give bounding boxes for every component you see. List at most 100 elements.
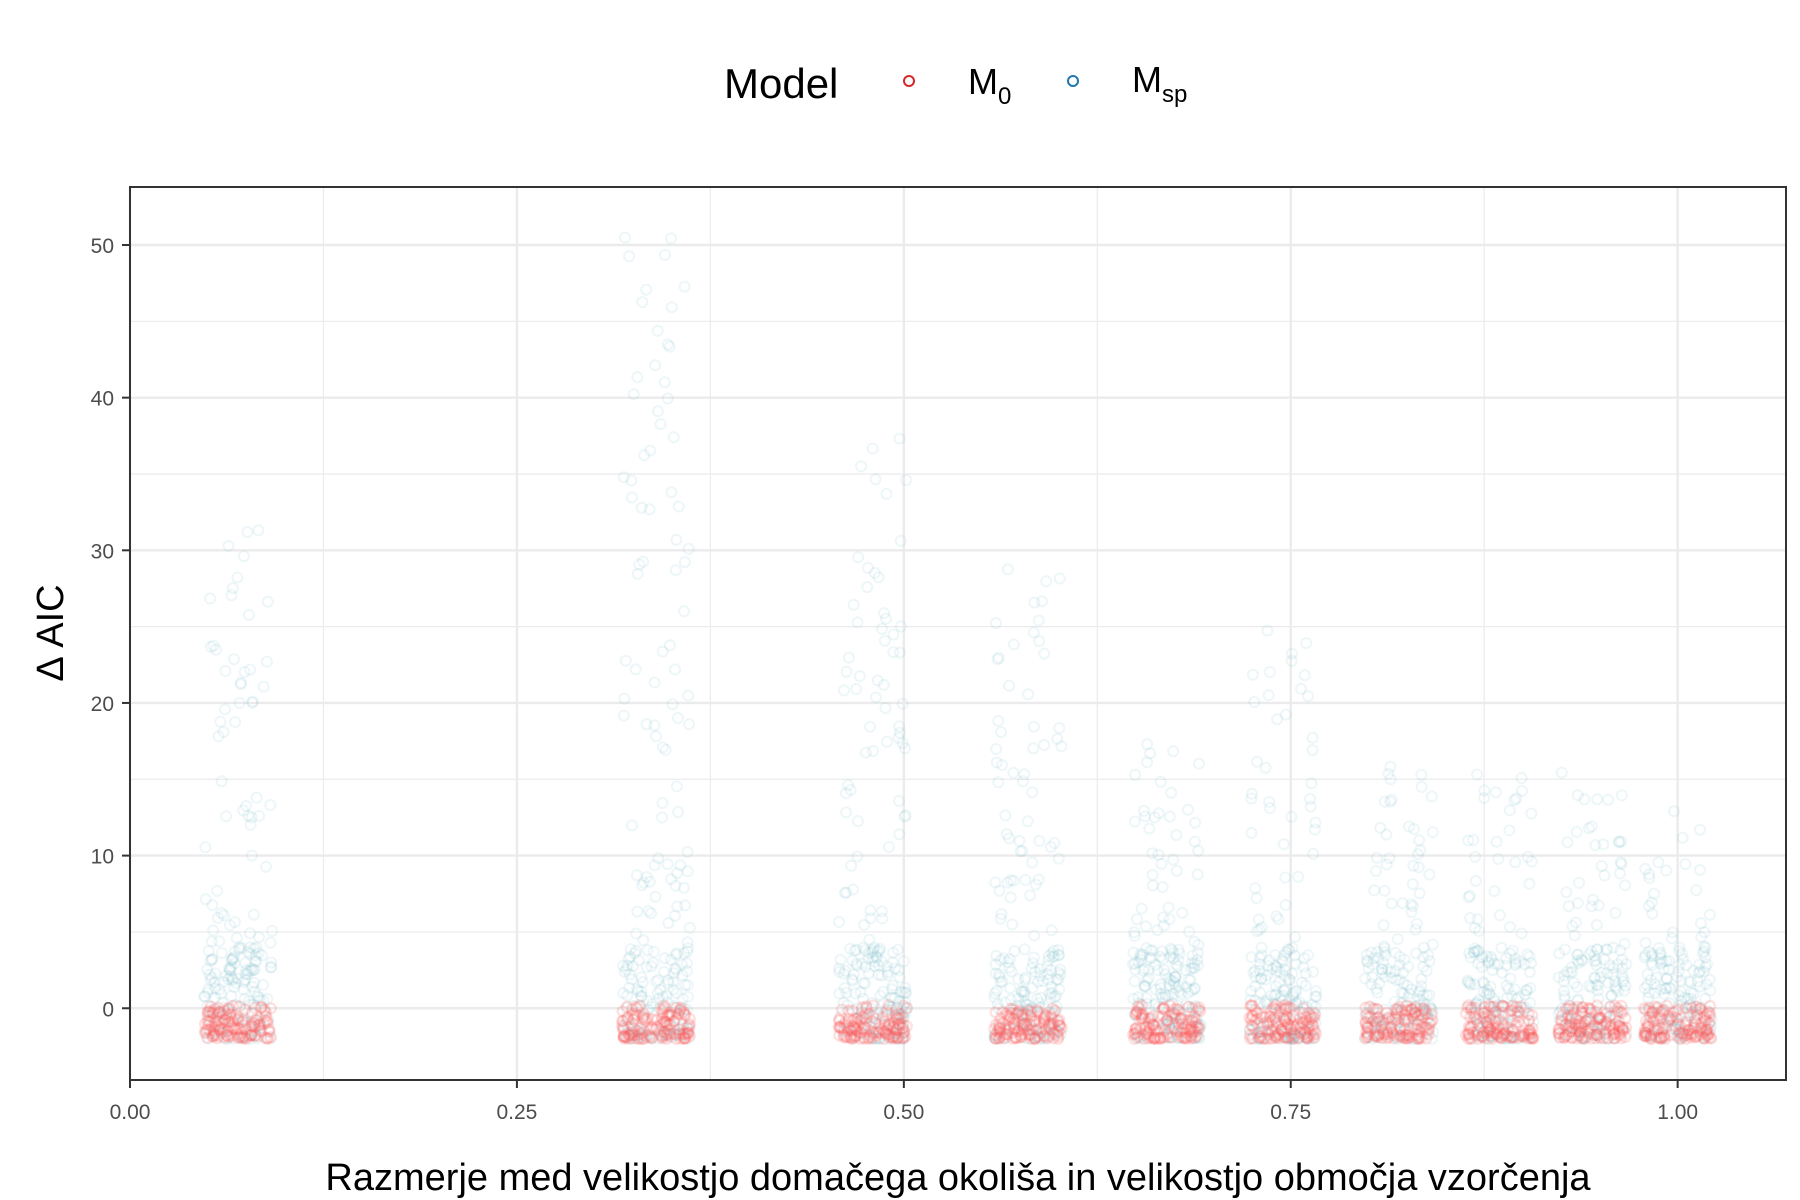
point-msp [897, 955, 910, 968]
point-m0 [625, 1026, 639, 1040]
point-msp [1594, 1032, 1607, 1045]
point-msp [1602, 976, 1615, 989]
point-msp [1423, 955, 1436, 968]
point-m0 [220, 1028, 234, 1041]
point-msp [1188, 957, 1201, 970]
point-msp [654, 418, 667, 430]
point-msp [1378, 1013, 1391, 1026]
point-m0 [635, 1032, 648, 1045]
point-msp [1595, 1018, 1608, 1031]
point-msp [242, 608, 255, 621]
point-m0 [892, 1031, 905, 1044]
point-msp [1255, 973, 1268, 986]
point-msp [666, 698, 679, 711]
point-msp [1278, 1028, 1291, 1041]
point-msp [996, 759, 1008, 771]
point-msp [1384, 773, 1397, 786]
point-msp [222, 539, 235, 552]
point-m0 [259, 1014, 272, 1028]
point-msp [898, 1026, 911, 1039]
point-m0 [844, 1030, 857, 1044]
point-msp [1167, 988, 1180, 1000]
point-m0 [627, 1021, 640, 1034]
point-msp [636, 879, 648, 892]
point-msp [1173, 947, 1186, 960]
point-m0 [202, 1018, 215, 1032]
point-msp [681, 1024, 694, 1037]
point-m0 [659, 1001, 672, 1014]
point-msp [1423, 868, 1436, 881]
point-m0 [889, 1008, 902, 1022]
point-m0 [207, 1007, 220, 1021]
point-msp [1568, 929, 1581, 942]
point-msp [1415, 768, 1428, 781]
point-msp [1052, 852, 1065, 865]
point-msp [1420, 964, 1433, 977]
point-msp [1485, 950, 1497, 963]
point-msp [1386, 972, 1399, 984]
point-msp [990, 984, 1003, 997]
point-msp [1704, 1007, 1716, 1019]
point-msp [1282, 994, 1295, 1007]
point-msp [1415, 780, 1428, 793]
point-m0 [253, 1018, 266, 1031]
point-msp [1641, 1028, 1654, 1041]
point-m0 [1179, 1018, 1192, 1031]
point-msp [1032, 1024, 1045, 1037]
point-msp [1047, 1023, 1060, 1036]
point-msp [248, 985, 261, 998]
point-m0 [1185, 1014, 1199, 1027]
point-msp [1137, 805, 1150, 817]
point-msp [1254, 997, 1267, 1010]
point-m0 [1157, 1001, 1170, 1014]
point-msp [1027, 957, 1039, 970]
point-msp [1468, 942, 1481, 955]
point-msp [625, 973, 638, 986]
point-m0 [206, 1030, 219, 1043]
point-m0 [679, 1032, 692, 1045]
point-msp [234, 676, 247, 689]
point-m0 [1128, 1027, 1142, 1040]
point-msp [622, 1020, 634, 1033]
point-m0 [999, 1023, 1013, 1036]
point-msp [1486, 1003, 1499, 1016]
point-m0 [1180, 1031, 1193, 1045]
point-msp [242, 995, 255, 1008]
point-msp [1255, 1026, 1268, 1039]
point-m0 [989, 1031, 1002, 1045]
point-m0 [887, 1021, 900, 1034]
point-msp [1245, 1032, 1258, 1044]
point-msp [1413, 999, 1426, 1011]
point-msp [1681, 992, 1694, 1005]
point-msp [1669, 1023, 1682, 1036]
point-msp [1371, 945, 1384, 958]
point-msp [1007, 638, 1020, 651]
point-msp [1004, 874, 1017, 887]
point-m0 [1133, 1002, 1146, 1015]
point-msp [890, 1009, 903, 1022]
point-msp [228, 945, 241, 958]
point-msp [1370, 1018, 1383, 1031]
point-msp [224, 964, 237, 977]
point-msp [1300, 637, 1313, 650]
point-msp [1046, 950, 1059, 963]
point-m0 [1013, 1004, 1026, 1017]
point-m0 [1269, 1014, 1283, 1028]
point-msp [1307, 1005, 1320, 1018]
point-msp [648, 719, 661, 732]
point-msp [253, 809, 266, 822]
point-msp [667, 431, 680, 444]
point-msp [1045, 980, 1058, 993]
point-msp [669, 962, 682, 975]
point-msp [1646, 948, 1658, 960]
point-msp [654, 1029, 667, 1042]
point-m0 [1177, 1031, 1191, 1045]
point-msp [1556, 1002, 1569, 1015]
point-msp [887, 1021, 900, 1034]
point-m0 [900, 1019, 913, 1033]
point-m0 [232, 1031, 245, 1044]
point-msp [1680, 1030, 1692, 1043]
point-msp [630, 869, 643, 882]
point-msp [1571, 897, 1584, 910]
point-msp [992, 1032, 1005, 1045]
